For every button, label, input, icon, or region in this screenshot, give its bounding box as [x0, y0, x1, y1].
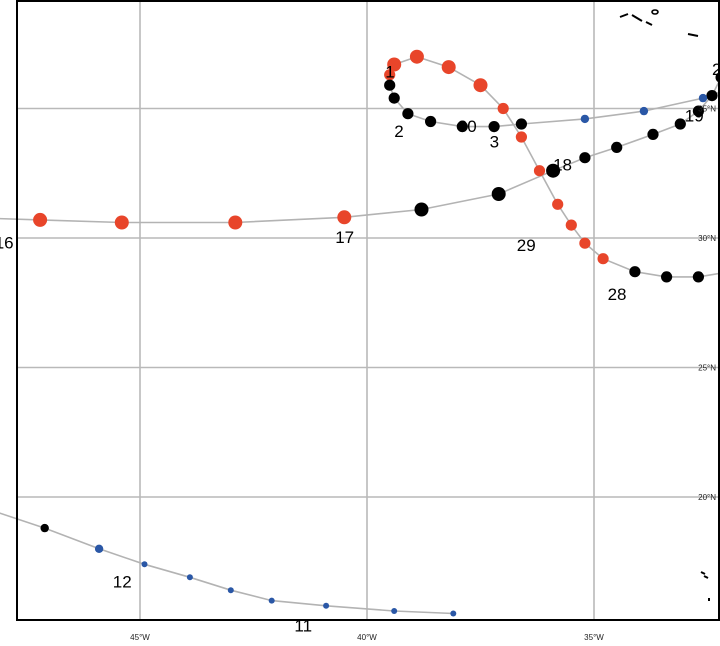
- day-label: 2: [394, 122, 403, 141]
- track-point: [488, 121, 500, 133]
- track-point: [515, 131, 528, 143]
- track-point: [388, 92, 400, 104]
- track-point: [114, 215, 129, 230]
- track-point: [268, 597, 275, 604]
- track-point: [579, 152, 591, 164]
- day-label: 19: [685, 107, 704, 126]
- track-point: [565, 219, 577, 231]
- day-label: 28: [608, 285, 627, 304]
- azores-island-shape: [619, 13, 653, 26]
- track-point: [384, 79, 396, 91]
- day-label: 12: [113, 573, 132, 592]
- track-point: [391, 608, 398, 614]
- track-point: [706, 90, 718, 102]
- track-point: [491, 187, 506, 201]
- track-point: [579, 237, 591, 249]
- day-label: 20: [712, 60, 720, 79]
- day-label: 29: [517, 236, 536, 255]
- track-point: [473, 78, 488, 93]
- azores-island-shape: [687, 33, 699, 37]
- storm-track-line: [0, 55, 720, 615]
- map-frame: [16, 0, 720, 621]
- track-point: [456, 121, 468, 133]
- track-point: [546, 163, 561, 178]
- track-point: [425, 115, 437, 128]
- day-label: 30: [458, 117, 477, 136]
- latitude-tick-label: 35°N: [698, 105, 716, 114]
- day-label: 18: [553, 156, 572, 175]
- track-point: [611, 141, 623, 153]
- track-point: [409, 49, 424, 64]
- track-point: [141, 561, 148, 568]
- track-point: [597, 253, 609, 265]
- longitude-tick-label: 45°W: [130, 633, 150, 642]
- track-point: [629, 266, 641, 278]
- cape-verde-island-shape: [700, 571, 709, 579]
- day-label: 16: [0, 233, 14, 252]
- azores-island-shape: [651, 9, 659, 15]
- track-point: [387, 57, 402, 72]
- track-point: [94, 544, 104, 553]
- day-label: 3: [490, 132, 499, 151]
- track-point: [323, 602, 330, 609]
- track-point: [647, 128, 659, 140]
- track-point: [40, 523, 49, 533]
- longitude-tick-label: 40°W: [357, 633, 377, 642]
- track-point: [441, 60, 456, 75]
- day-label: 1: [385, 62, 394, 81]
- latitude-tick-label: 30°N: [698, 234, 716, 243]
- latitude-tick-label: 25°N: [698, 364, 716, 373]
- longitude-tick-label: 35°W: [584, 633, 604, 642]
- track-point: [497, 102, 509, 115]
- track-point: [639, 106, 649, 116]
- track-point: [414, 202, 429, 217]
- track-point: [580, 114, 590, 124]
- track-point: [227, 587, 234, 594]
- track-point: [450, 610, 457, 617]
- graticule: [17, 1, 719, 620]
- track-point: [698, 93, 708, 103]
- day-labels: 1233041716151413121118192021222526242327…: [0, 60, 720, 636]
- day-label: 17: [335, 228, 354, 247]
- axis-labels: 50°W45°W40°W35°W30°W35°N30°N25°N20°N: [130, 105, 716, 643]
- track-point: [674, 118, 686, 130]
- track-point: [692, 271, 705, 283]
- track-point: [402, 108, 414, 120]
- track-point: [515, 118, 528, 130]
- track-point: [33, 212, 48, 227]
- track-point: [692, 105, 705, 117]
- track-point: [228, 215, 243, 230]
- day-label: 11: [294, 617, 312, 636]
- island-outlines: [619, 9, 710, 601]
- track-point: [186, 574, 193, 581]
- track-point: [337, 210, 352, 225]
- track-point: [661, 271, 673, 283]
- storm-track-points: [33, 49, 720, 617]
- track-point: [384, 69, 396, 81]
- track-point: [552, 198, 564, 210]
- latitude-tick-label: 20°N: [698, 493, 716, 502]
- track-point: [533, 165, 546, 177]
